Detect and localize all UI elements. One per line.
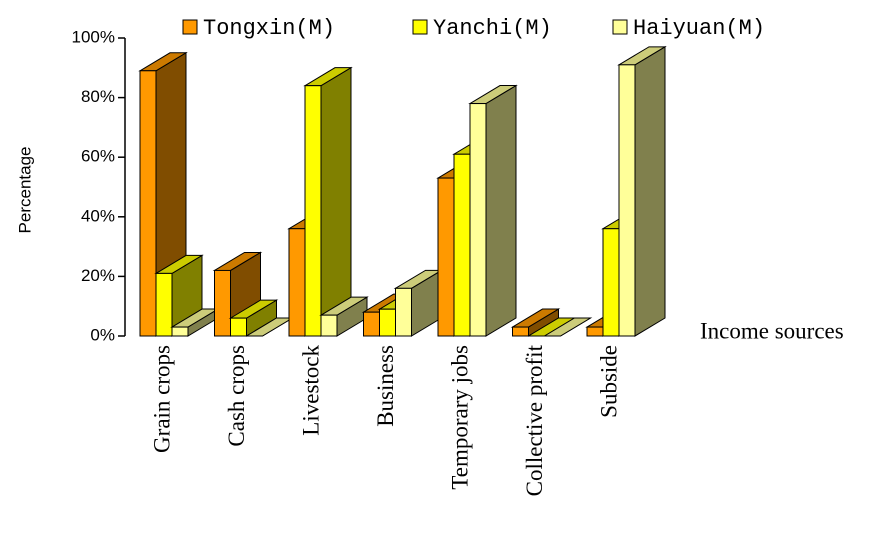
x-tick-label: Business <box>373 345 398 427</box>
bar-front <box>453 153 471 337</box>
bar-front <box>586 326 604 337</box>
bar-front <box>379 308 396 337</box>
legend-label: Haiyuan(M) <box>633 16 765 41</box>
y-tick-label: 0% <box>90 325 115 344</box>
bar-top <box>542 317 593 337</box>
x-axis-label: Income sources <box>700 318 844 343</box>
bar-front <box>395 287 412 337</box>
bar <box>170 308 220 337</box>
bar <box>303 66 353 337</box>
y-tick-label: 100% <box>72 27 115 46</box>
y-tick-label: 60% <box>81 147 115 166</box>
x-tick-label: Livestock <box>298 345 323 436</box>
bar <box>542 317 593 337</box>
y-tick-label: 40% <box>81 206 115 225</box>
bar <box>228 299 279 337</box>
y-axis-label: Percentage <box>15 147 34 234</box>
bar-front <box>155 272 173 337</box>
bar-front <box>512 326 529 337</box>
bar-side <box>485 84 517 337</box>
bar-front <box>214 269 231 337</box>
x-tick-label: Collective profit <box>522 344 547 496</box>
bar-side <box>634 45 666 337</box>
x-tick-label: Subside <box>596 345 621 418</box>
legend-swatch <box>612 19 628 35</box>
bar-front <box>320 314 338 337</box>
x-tick-label: Temporary jobs <box>447 345 472 490</box>
y-tick-label: 80% <box>81 87 115 106</box>
legend-swatch <box>182 19 198 35</box>
legend-label: Tongxin(M) <box>203 16 335 41</box>
bar-front <box>230 317 247 337</box>
x-tick-label: Grain crops <box>149 345 174 453</box>
bar <box>617 45 667 337</box>
bar <box>319 296 369 337</box>
bar <box>510 308 561 337</box>
bar-front <box>602 228 620 337</box>
bar <box>393 269 444 337</box>
bar-side <box>320 66 352 337</box>
legend-label: Yanchi(M) <box>433 16 552 41</box>
bar-front <box>363 311 380 337</box>
y-tick-label: 20% <box>81 266 115 285</box>
bar-front <box>288 228 306 337</box>
bar <box>468 84 518 337</box>
bar-front <box>618 64 636 337</box>
bar-front <box>139 70 157 337</box>
bar-front <box>437 177 455 337</box>
legend-swatch <box>412 19 428 35</box>
bar-front <box>171 326 189 337</box>
x-tick-label: Cash crops <box>224 345 249 447</box>
bar-front <box>304 85 322 337</box>
bar-front <box>469 103 487 337</box>
